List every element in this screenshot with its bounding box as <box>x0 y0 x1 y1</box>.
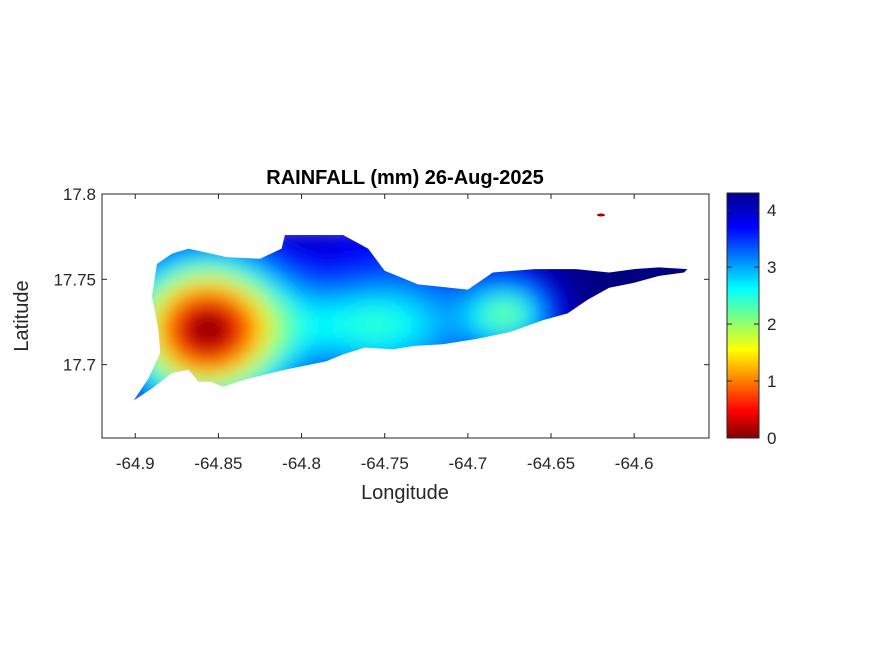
colorbar-ticks: 0 1 2 3 4 <box>727 201 776 448</box>
y-tick-label: 17.7 <box>63 356 96 375</box>
colorbar-tick-label: 3 <box>767 258 776 277</box>
colorbar <box>726 192 760 439</box>
x-tick-label: -64.75 <box>361 454 409 473</box>
x-tick-label: -64.65 <box>527 454 575 473</box>
x-axis: -64.9 -64.85 -64.8 -64.75 -64.7 -64.65 -64.6 <box>116 194 654 473</box>
colorbar-tick-label: 2 <box>767 315 776 334</box>
colorbar-tick-label: 0 <box>767 429 776 448</box>
y-tick-label: 17.75 <box>53 270 96 289</box>
chart-title: RAINFALL (mm) 26-Aug-2025 <box>266 167 543 189</box>
islet-marker <box>597 213 605 217</box>
x-tick-label: -64.8 <box>282 454 321 473</box>
x-tick-label: -64.9 <box>116 454 155 473</box>
colorbar-tick-label: 1 <box>767 372 776 391</box>
x-tick-label: -64.85 <box>194 454 242 473</box>
y-axis-label: Latitude <box>11 280 33 351</box>
y-axis: 17.7 17.75 17.8 <box>53 185 709 375</box>
x-axis-label: Longitude <box>361 482 449 504</box>
x-tick-label: -64.7 <box>448 454 487 473</box>
x-tick-label: -64.6 <box>615 454 654 473</box>
colorbar-tick-label: 4 <box>767 201 776 220</box>
y-tick-label: 17.8 <box>63 185 96 204</box>
